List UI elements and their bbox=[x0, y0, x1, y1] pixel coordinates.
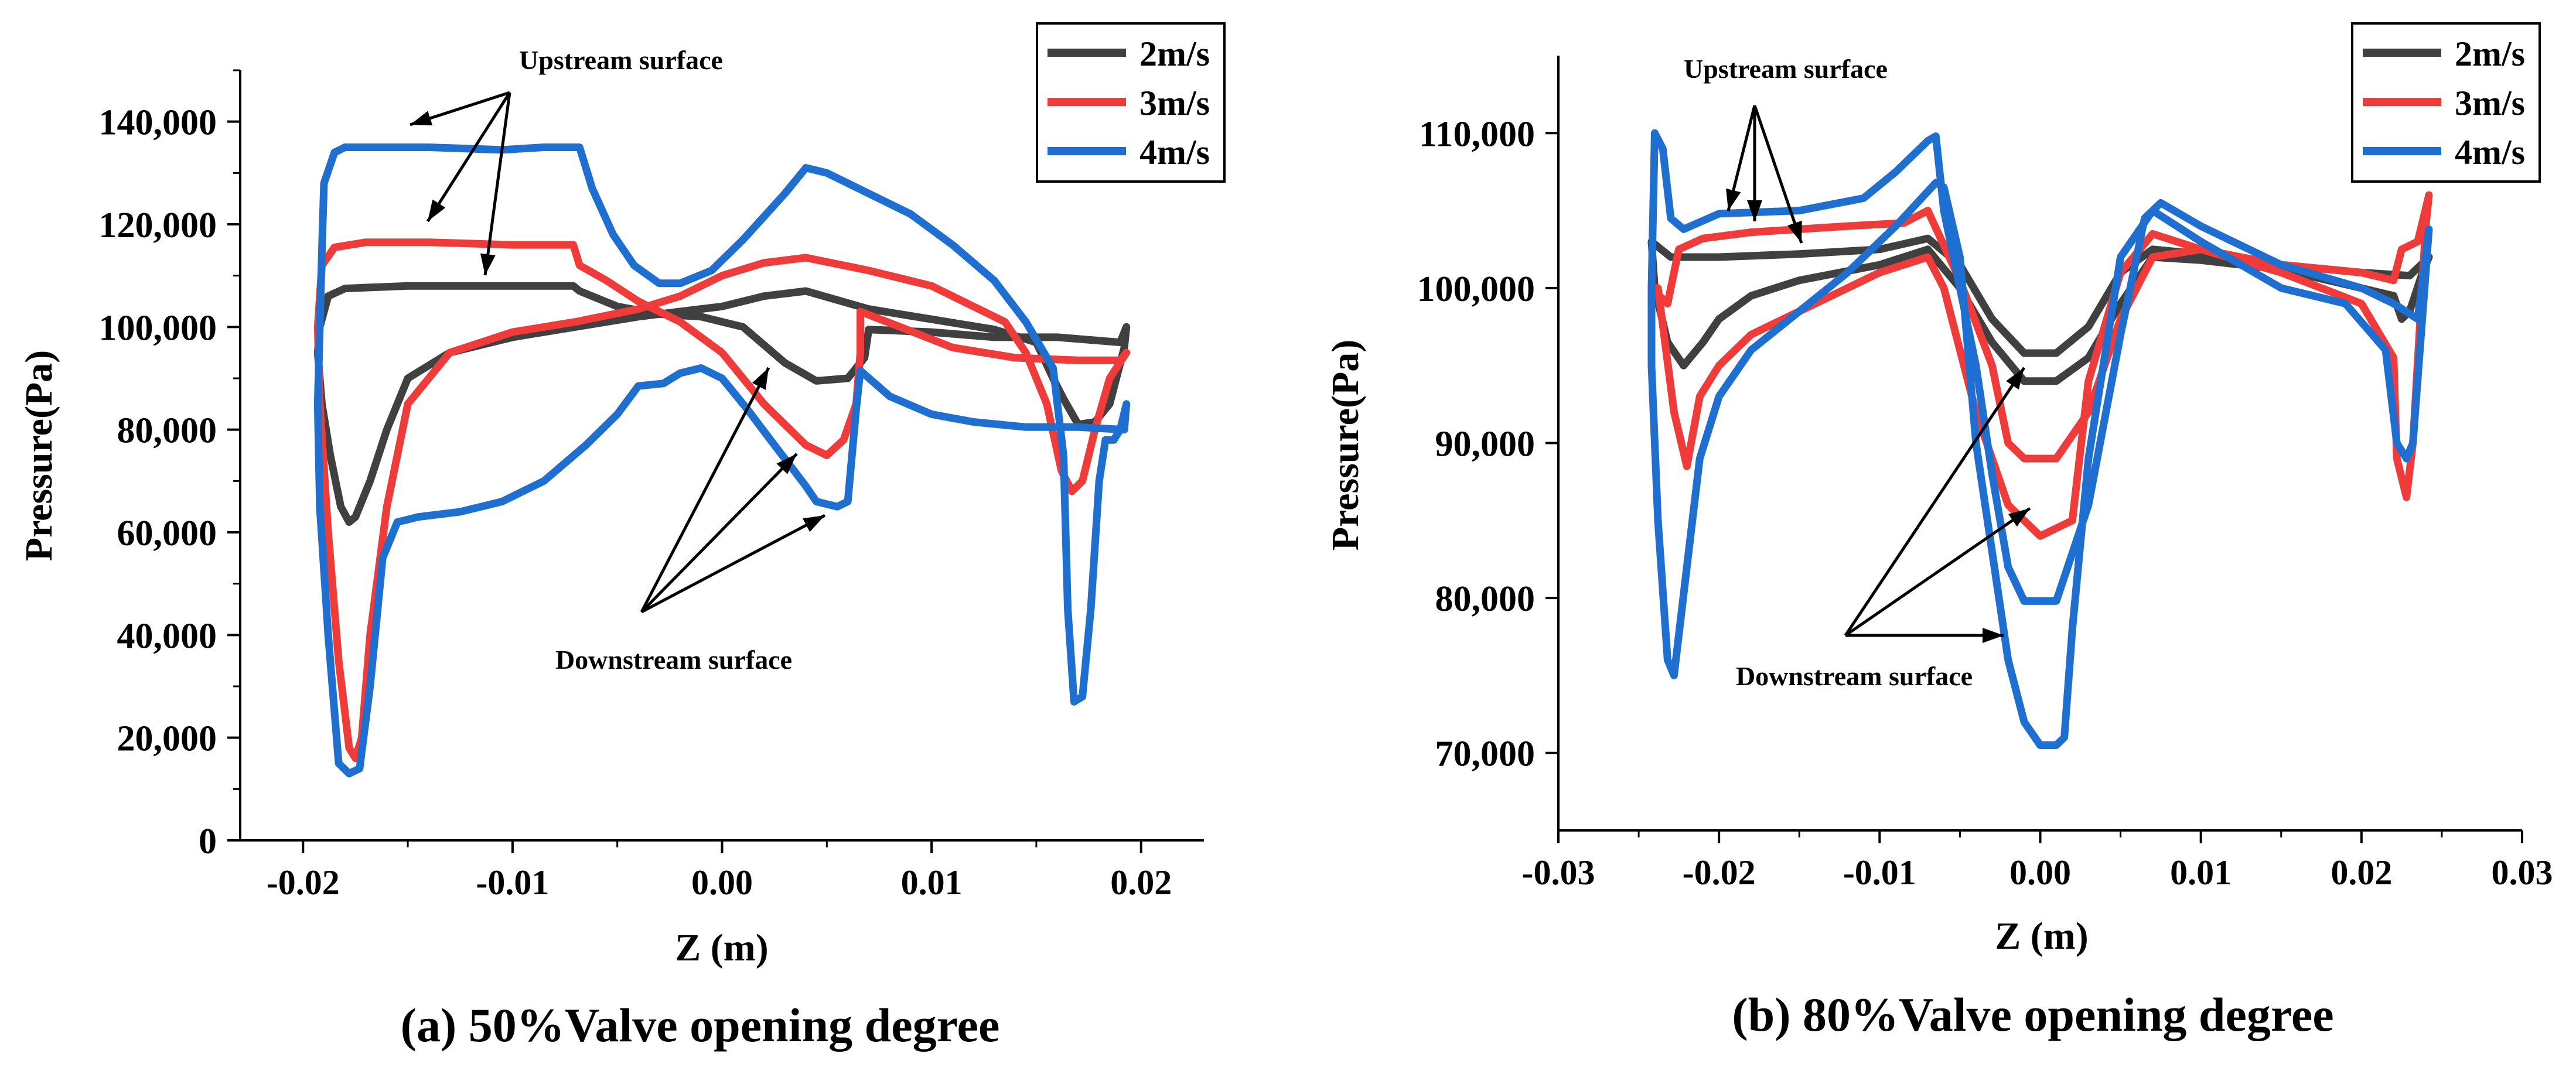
upstream-arrow-head bbox=[410, 111, 433, 126]
x-tick-label: -0.01 bbox=[1843, 853, 1916, 892]
series-2m-s-line bbox=[313, 282, 1131, 526]
y-tick-label: 140,000 bbox=[99, 103, 217, 143]
y-axis-title: Pressure(Pa) bbox=[1324, 340, 1367, 550]
downstream-arrow-head bbox=[1983, 628, 2004, 643]
downstream-arrow-head bbox=[2008, 508, 2030, 527]
series-4m-s-line bbox=[313, 143, 1131, 778]
y-tick-label: 100,000 bbox=[99, 308, 217, 348]
series-3m-s-line bbox=[1647, 191, 2433, 540]
downstream-arrow-shaft bbox=[640, 453, 798, 613]
y-tick-label: 20,000 bbox=[117, 719, 217, 759]
x-tick-label: 0.00 bbox=[691, 863, 753, 902]
x-tick-label: -0.02 bbox=[1683, 853, 1756, 892]
y-tick-label: 100,000 bbox=[1417, 269, 1536, 309]
y-tick-label: 80,000 bbox=[117, 411, 217, 451]
series-2m-s-line bbox=[1647, 234, 2433, 385]
y-tick-label: 80,000 bbox=[1435, 579, 1536, 619]
x-tick-label: -0.01 bbox=[476, 863, 549, 902]
legend-label: 3m/s bbox=[2455, 84, 2525, 122]
y-axis-title: Pressure(Pa) bbox=[18, 350, 60, 561]
upstream-arrow-head bbox=[1787, 220, 1802, 243]
upstream-arrow-head bbox=[480, 253, 496, 275]
y-tick-label: 60,000 bbox=[117, 514, 217, 553]
y-tick-label: 70,000 bbox=[1435, 734, 1536, 774]
legend-label: 3m/s bbox=[1139, 84, 1210, 122]
y-tick-label: 120,000 bbox=[99, 206, 217, 245]
upstream-arrow-shaft bbox=[426, 91, 511, 223]
downstream-arrow-head bbox=[776, 454, 797, 474]
downstream-arrow-head bbox=[752, 368, 769, 390]
y-tick-label: 40,000 bbox=[117, 616, 217, 656]
series-4m-s-line bbox=[1647, 129, 2433, 749]
legend-label: 2m/s bbox=[1139, 35, 1210, 73]
legend-label: 4m/s bbox=[2455, 133, 2525, 172]
x-tick-label: 0.01 bbox=[2170, 853, 2232, 892]
legend-label: 2m/s bbox=[2455, 35, 2525, 73]
y-tick-label: 90,000 bbox=[1435, 425, 1536, 464]
downstream-arrow-head bbox=[2006, 368, 2024, 390]
chart-a: 0 20,000 40,000 60,000 80,000 100,000 120,000 1… bbox=[18, 22, 1226, 1052]
upstream-arrow-head bbox=[428, 199, 446, 221]
x-tick-label: 0.02 bbox=[1110, 863, 1172, 902]
annotation-downstream: Downstream surface bbox=[555, 645, 792, 675]
panel-caption: (b) 80%Valve opening degree bbox=[1732, 988, 2333, 1041]
x-tick-label: -0.03 bbox=[1522, 853, 1595, 892]
x-tick-label: -0.02 bbox=[267, 863, 340, 902]
y-tick-label: 110,000 bbox=[1419, 114, 1535, 154]
series-3m-s-line bbox=[313, 238, 1131, 762]
x-tick-label: 0.03 bbox=[2492, 853, 2553, 892]
annotation-upstream: Upstream surface bbox=[519, 45, 723, 75]
upstream-arrow-head bbox=[1747, 200, 1762, 221]
annotation-downstream: Downstream surface bbox=[1736, 661, 1973, 691]
downstream-arrow-shaft bbox=[1844, 507, 2031, 637]
upstream-arrow-head bbox=[1726, 188, 1741, 211]
x-axis-title: Z (m) bbox=[675, 926, 768, 969]
chart-b: 70,000 80,000 90,000 100,000 110,000 -0.03 -0.… bbox=[1324, 22, 2553, 1041]
x-tick-label: 0.00 bbox=[2009, 853, 2071, 892]
x-tick-label: 0.01 bbox=[901, 863, 963, 902]
upstream-arrow-shaft bbox=[1753, 105, 1803, 244]
panel-caption: (a) 50%Valve opening degree bbox=[401, 998, 1000, 1052]
legend-label: 4m/s bbox=[1139, 133, 1210, 172]
legend: 2m/s 3m/s 4m/s bbox=[2351, 22, 2541, 183]
x-axis-title: Z (m) bbox=[1995, 915, 2088, 957]
downstream-arrow-shaft bbox=[1844, 367, 2026, 637]
downstream-arrow-shaft bbox=[640, 514, 826, 614]
legend: 2m/s 3m/s 4m/s bbox=[1036, 22, 1226, 183]
downstream-arrow-shaft bbox=[640, 367, 770, 613]
annotation-upstream: Upstream surface bbox=[1684, 54, 1888, 84]
y-tick-label: 0 bbox=[199, 822, 217, 861]
upstream-arrow-shaft bbox=[483, 92, 511, 276]
downstream-arrow-head bbox=[803, 515, 825, 532]
x-tick-label: 0.02 bbox=[2331, 853, 2392, 892]
